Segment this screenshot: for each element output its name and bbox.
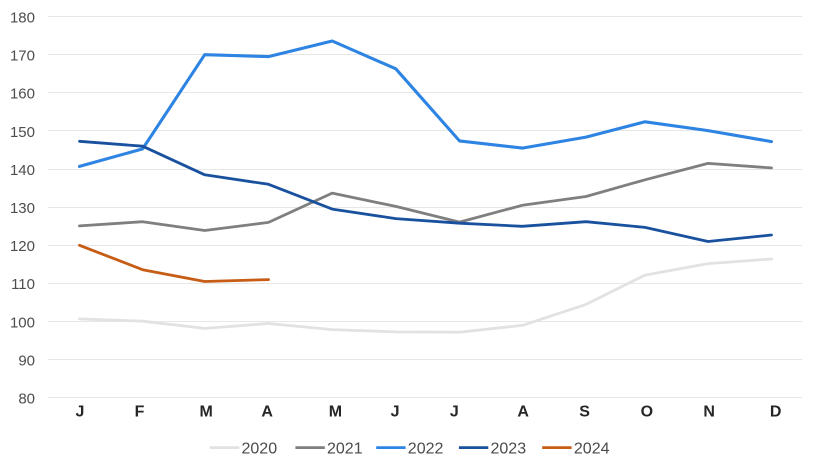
svg-text:A: A (517, 404, 529, 421)
svg-text:N: N (703, 404, 715, 421)
svg-text:160: 160 (10, 86, 35, 103)
svg-text:180: 180 (10, 9, 35, 26)
svg-text:170: 170 (10, 48, 35, 65)
svg-text:J: J (450, 404, 459, 421)
svg-text:J: J (76, 404, 85, 421)
svg-text:120: 120 (10, 238, 35, 255)
svg-text:M: M (329, 404, 342, 421)
svg-text:M: M (200, 404, 213, 421)
svg-text:140: 140 (10, 162, 35, 179)
svg-text:2020: 2020 (242, 441, 278, 458)
svg-text:80: 80 (18, 391, 35, 408)
svg-text:130: 130 (10, 200, 35, 217)
svg-text:2022: 2022 (408, 441, 444, 458)
svg-text:D: D (770, 404, 782, 421)
svg-text:2024: 2024 (574, 441, 610, 458)
svg-text:2021: 2021 (327, 441, 363, 458)
svg-text:2023: 2023 (491, 441, 527, 458)
svg-text:J: J (391, 404, 400, 421)
svg-text:90: 90 (18, 353, 35, 370)
svg-text:110: 110 (11, 276, 35, 293)
svg-text:A: A (261, 404, 273, 421)
svg-text:F: F (135, 404, 145, 421)
svg-text:150: 150 (10, 124, 35, 141)
svg-text:S: S (579, 404, 590, 421)
svg-text:100: 100 (10, 314, 35, 331)
svg-text:O: O (641, 404, 653, 421)
